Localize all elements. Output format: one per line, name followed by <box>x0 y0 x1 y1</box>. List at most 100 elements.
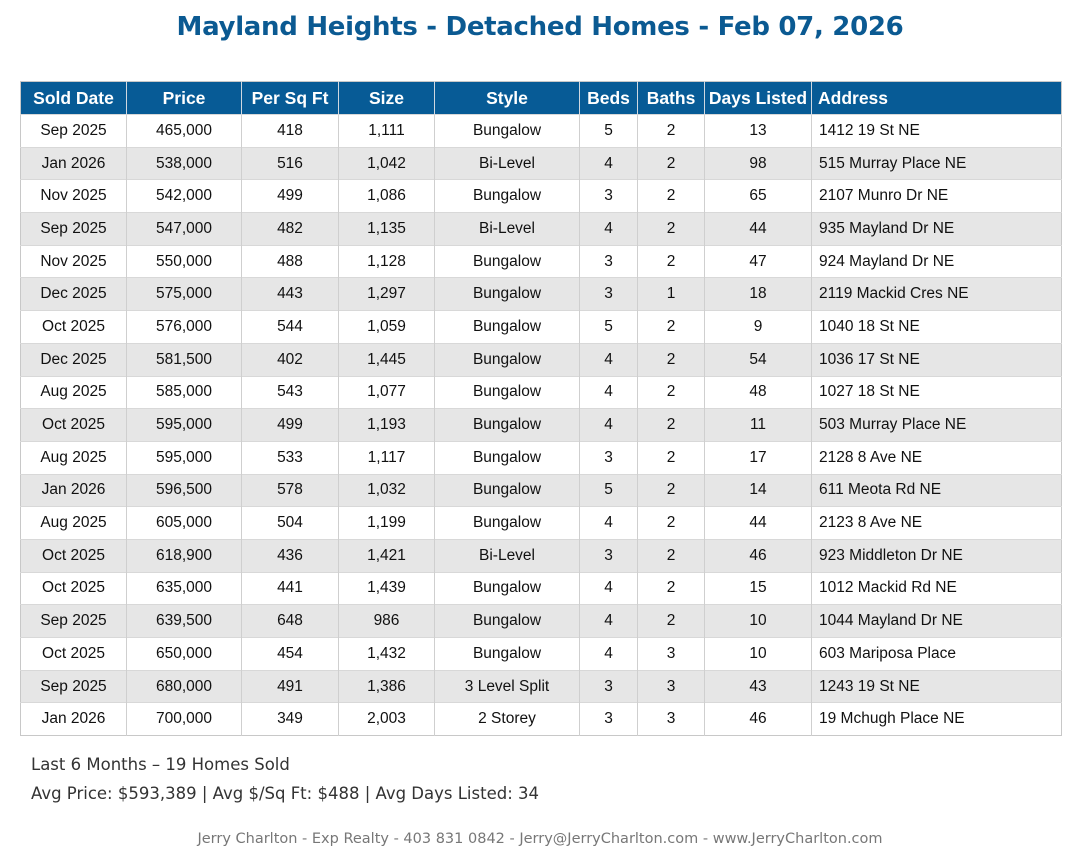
table-row: Jan 2026 596,500 578 1,032 Bungalow 5 2 14 611 M… <box>20 473 1062 507</box>
cell-days-listed: 46 <box>704 538 812 573</box>
column-header-beds: Beds <box>579 81 638 115</box>
cell-beds: 5 <box>579 114 638 148</box>
cell-sold-date: Jan 2026 <box>20 146 127 180</box>
cell-price: 595,000 <box>126 440 242 475</box>
cell-per-sq-ft: 418 <box>241 114 339 148</box>
cell-per-sq-ft: 499 <box>241 408 339 442</box>
cell-style: Bi-Level <box>434 212 580 246</box>
cell-style: 2 Storey <box>434 702 580 736</box>
cell-per-sq-ft: 516 <box>241 146 339 180</box>
cell-address: 2107 Munro Dr NE <box>811 179 1062 213</box>
cell-per-sq-ft: 441 <box>241 571 339 605</box>
cell-style: Bungalow <box>434 604 580 638</box>
cell-sold-date: Jan 2026 <box>20 473 127 507</box>
cell-style: Bungalow <box>434 179 580 213</box>
cell-address: 923 Middleton Dr NE <box>811 538 1062 573</box>
cell-sold-date: Dec 2025 <box>20 277 127 311</box>
cell-beds: 4 <box>579 506 638 540</box>
cell-baths: 2 <box>637 114 705 148</box>
table-row: Oct 2025 618,900 436 1,421 Bi-Level 3 2 46 923 M… <box>20 538 1062 573</box>
cell-price: 639,500 <box>126 604 242 638</box>
cell-baths: 2 <box>637 179 705 213</box>
cell-price: 538,000 <box>126 146 242 180</box>
cell-size: 1,135 <box>338 212 435 246</box>
cell-beds: 3 <box>579 244 638 278</box>
cell-baths: 2 <box>637 440 705 475</box>
cell-beds: 5 <box>579 310 638 344</box>
cell-style: 3 Level Split <box>434 669 580 703</box>
cell-baths: 2 <box>637 244 705 278</box>
cell-style: Bungalow <box>434 375 580 409</box>
cell-days-listed: 65 <box>704 179 812 213</box>
cell-size: 1,032 <box>338 473 435 507</box>
cell-sold-date: Aug 2025 <box>20 375 127 409</box>
cell-baths: 3 <box>637 637 705 671</box>
cell-baths: 2 <box>637 473 705 507</box>
cell-sold-date: Sep 2025 <box>20 114 127 148</box>
table-row: Sep 2025 680,000 491 1,386 3 Level Split 3 3 43… <box>20 669 1062 703</box>
cell-price: 542,000 <box>126 179 242 213</box>
cell-address: 935 Mayland Dr NE <box>811 212 1062 246</box>
cell-size: 1,445 <box>338 342 435 376</box>
cell-beds: 3 <box>579 669 638 703</box>
cell-style: Bi-Level <box>434 146 580 180</box>
cell-address: 1412 19 St NE <box>811 114 1062 148</box>
cell-days-listed: 48 <box>704 375 812 409</box>
cell-baths: 2 <box>637 571 705 605</box>
cell-address: 2123 8 Ave NE <box>811 506 1062 540</box>
cell-style: Bungalow <box>434 310 580 344</box>
cell-days-listed: 11 <box>704 408 812 442</box>
cell-beds: 4 <box>579 637 638 671</box>
footer-contact: Jerry Charlton - Exp Realty - 403 831 08… <box>197 831 883 847</box>
sales-table: Sold Date Price Per Sq Ft Size Style Beds Bath… <box>20 81 1062 737</box>
cell-price: 618,900 <box>126 538 242 573</box>
cell-style: Bi-Level <box>434 538 580 573</box>
table-row: Oct 2025 650,000 454 1,432 Bungalow 4 3 10 603 M… <box>20 637 1062 671</box>
cell-baths: 1 <box>637 277 705 311</box>
cell-per-sq-ft: 504 <box>241 506 339 540</box>
cell-baths: 3 <box>637 702 705 736</box>
cell-size: 1,432 <box>338 637 435 671</box>
cell-address: 1044 Mayland Dr NE <box>811 604 1062 638</box>
cell-per-sq-ft: 488 <box>241 244 339 278</box>
table-row: Sep 2025 465,000 418 1,111 Bungalow 5 2 13 1412 … <box>20 114 1062 148</box>
cell-days-listed: 15 <box>704 571 812 605</box>
cell-per-sq-ft: 648 <box>241 604 339 638</box>
cell-size: 1,421 <box>338 538 435 573</box>
cell-baths: 2 <box>637 538 705 573</box>
cell-beds: 3 <box>579 702 638 736</box>
table-row: Jan 2026 700,000 349 2,003 2 Storey 3 3 46 19 Mc… <box>20 702 1062 736</box>
cell-style: Bungalow <box>434 440 580 475</box>
column-header-price: Price <box>126 81 242 115</box>
cell-size: 1,111 <box>338 114 435 148</box>
cell-sold-date: Aug 2025 <box>20 506 127 540</box>
table-row: Aug 2025 585,000 543 1,077 Bungalow 4 2 48 1027 … <box>20 375 1062 409</box>
cell-address: 611 Meota Rd NE <box>811 473 1062 507</box>
cell-beds: 4 <box>579 375 638 409</box>
cell-sold-date: Dec 2025 <box>20 342 127 376</box>
cell-address: 19 Mchugh Place NE <box>811 702 1062 736</box>
cell-address: 1027 18 St NE <box>811 375 1062 409</box>
cell-per-sq-ft: 578 <box>241 473 339 507</box>
cell-days-listed: 10 <box>704 604 812 638</box>
page-title: Mayland Heights - Detached Homes - Feb 0… <box>176 12 904 42</box>
cell-size: 1,077 <box>338 375 435 409</box>
cell-days-listed: 10 <box>704 637 812 671</box>
cell-size: 1,439 <box>338 571 435 605</box>
column-header-baths: Baths <box>637 81 705 115</box>
cell-style: Bungalow <box>434 342 580 376</box>
cell-address: 1012 Mackid Rd NE <box>811 571 1062 605</box>
cell-price: 547,000 <box>126 212 242 246</box>
cell-sold-date: Oct 2025 <box>20 637 127 671</box>
cell-days-listed: 14 <box>704 473 812 507</box>
cell-style: Bungalow <box>434 277 580 311</box>
cell-per-sq-ft: 349 <box>241 702 339 736</box>
cell-style: Bungalow <box>434 506 580 540</box>
cell-beds: 5 <box>579 473 638 507</box>
cell-address: 503 Murray Place NE <box>811 408 1062 442</box>
cell-address: 2128 8 Ave NE <box>811 440 1062 475</box>
column-header-style: Style <box>434 81 580 115</box>
cell-size: 1,386 <box>338 669 435 703</box>
cell-sold-date: Oct 2025 <box>20 538 127 573</box>
cell-sold-date: Sep 2025 <box>20 669 127 703</box>
